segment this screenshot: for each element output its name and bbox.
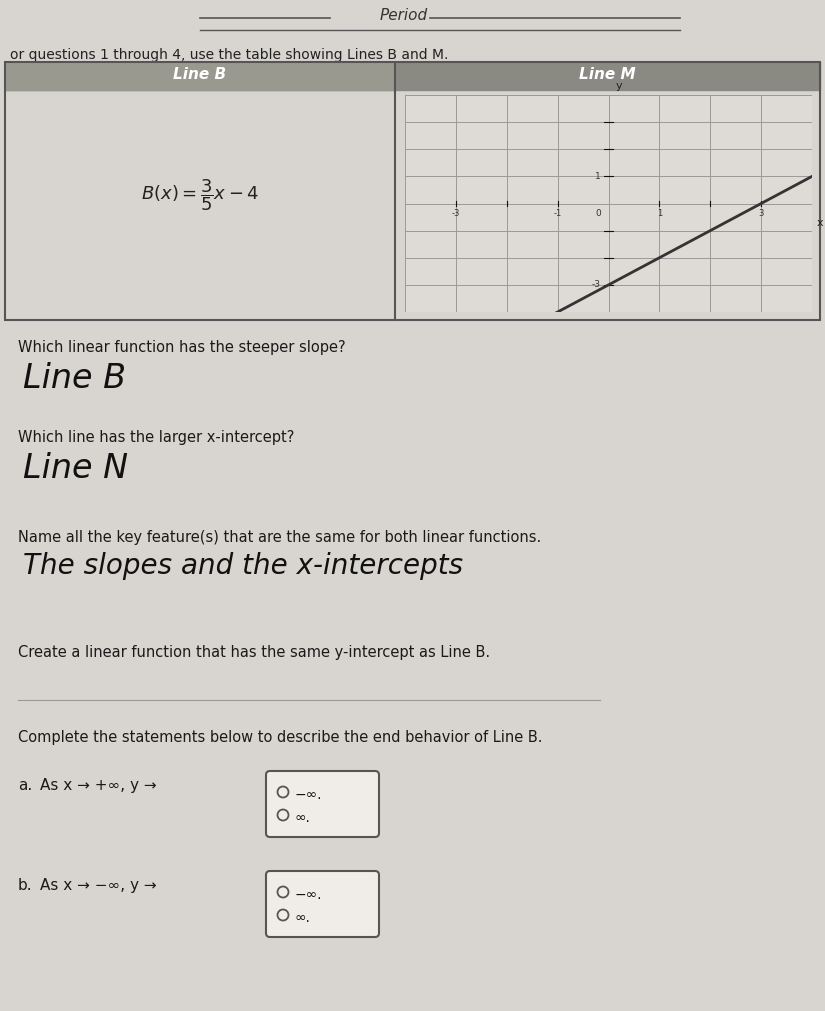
Text: 3: 3 [758,209,764,218]
Bar [5,62,820,320]
Text: Name all the key feature(s) that are the same for both linear functions.: Name all the key feature(s) that are the… [18,530,541,545]
Text: Which line has the larger x-intercept?: Which line has the larger x-intercept? [18,430,295,445]
Bar [5,62,395,90]
Text: Line N: Line N [23,452,128,485]
Text: As x → +∞, y →: As x → +∞, y → [40,778,157,793]
Text: -3: -3 [452,209,460,218]
Text: a.: a. [18,778,32,793]
Text: Complete the statements below to describe the end behavior of Line B.: Complete the statements below to describ… [18,730,543,745]
Text: b.: b. [18,878,33,893]
FancyBboxPatch shape [266,871,379,937]
Circle shape [277,887,289,898]
Text: Line B: Line B [23,362,126,395]
Text: Create a linear function that has the same y-intercept as Line B.: Create a linear function that has the sa… [18,645,490,660]
Text: Period: Period [380,8,428,23]
Text: −∞.: −∞. [295,788,323,802]
Text: −∞.: −∞. [295,888,323,902]
Text: Which linear function has the steeper slope?: Which linear function has the steeper sl… [18,340,346,355]
Circle shape [277,810,289,821]
Text: Line M: Line M [579,67,636,82]
Text: 1: 1 [657,209,662,218]
Text: 1: 1 [595,172,601,181]
Text: Line B: Line B [173,67,227,82]
Text: y: y [616,81,623,91]
Text: -3: -3 [592,280,601,289]
Text: ∞.: ∞. [295,811,311,825]
Circle shape [277,787,289,798]
Text: 0: 0 [595,209,601,218]
Text: x: x [817,218,823,228]
Circle shape [277,910,289,920]
Text: ∞.: ∞. [295,911,311,925]
Text: As x → −∞, y →: As x → −∞, y → [40,878,157,893]
Text: or questions 1 through 4, use the table showing Lines B and M.: or questions 1 through 4, use the table … [10,48,448,62]
FancyBboxPatch shape [266,771,379,837]
Bar [5,62,820,90]
Text: -1: -1 [554,209,562,218]
Text: $B(x) = \dfrac{3}{5}x - 4$: $B(x) = \dfrac{3}{5}x - 4$ [141,177,259,213]
Text: The slopes and the x-intercepts: The slopes and the x-intercepts [23,552,463,580]
